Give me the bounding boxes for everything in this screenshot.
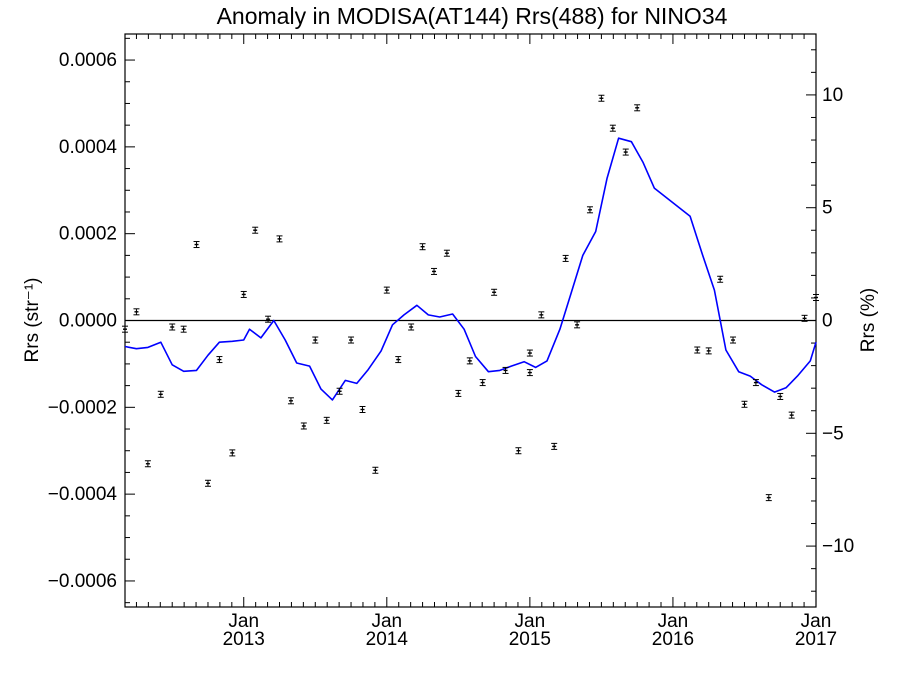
data-point bbox=[752, 379, 759, 387]
data-point bbox=[133, 308, 140, 316]
data-point bbox=[694, 346, 701, 354]
data-point bbox=[144, 460, 151, 468]
x-tick-label-year: 2013 bbox=[223, 629, 265, 650]
data-point bbox=[538, 311, 545, 319]
data-point bbox=[204, 479, 211, 487]
x-tick-label-month: Jan bbox=[228, 611, 259, 632]
data-point bbox=[491, 288, 498, 296]
data-point bbox=[586, 206, 593, 214]
y-left-tick-label: 0.0006 bbox=[59, 50, 117, 71]
data-point bbox=[300, 422, 307, 430]
series-points-layer bbox=[122, 94, 819, 502]
data-point bbox=[598, 94, 605, 102]
data-point bbox=[169, 323, 176, 331]
data-point bbox=[741, 400, 748, 408]
data-point bbox=[229, 449, 236, 457]
data-point bbox=[240, 290, 247, 298]
data-point bbox=[287, 397, 294, 405]
data-point bbox=[634, 104, 641, 112]
data-point bbox=[801, 314, 808, 322]
y-left-tick-label: −0.0004 bbox=[48, 484, 118, 505]
data-point bbox=[788, 411, 795, 419]
data-point bbox=[312, 336, 319, 344]
y-right-tick-label: −10 bbox=[822, 536, 854, 557]
data-point bbox=[813, 293, 819, 301]
x-tick-label-year: 2016 bbox=[652, 629, 694, 650]
chart-title: Anomaly in MODISA(AT144) Rrs(488) for NI… bbox=[217, 3, 728, 29]
y-left-tick-label: 0.0000 bbox=[59, 311, 117, 332]
y-left-tick-label: −0.0002 bbox=[48, 397, 117, 418]
data-point bbox=[276, 235, 283, 243]
data-point bbox=[562, 254, 569, 262]
x-tick-label-month: Jan bbox=[801, 611, 832, 632]
y-right-tick-label: −5 bbox=[822, 423, 844, 444]
data-point bbox=[431, 267, 438, 275]
series-line-layer bbox=[124, 137, 817, 401]
data-point bbox=[455, 389, 462, 397]
x-tick-label-month: Jan bbox=[658, 611, 689, 632]
data-point bbox=[252, 226, 259, 234]
x-tick-label-year: 2017 bbox=[795, 629, 837, 650]
data-point bbox=[359, 405, 366, 413]
data-point bbox=[526, 369, 533, 377]
x-tick-label-year: 2015 bbox=[509, 629, 551, 650]
data-point bbox=[730, 336, 737, 344]
y-axis-label-left: Rrs (str⁻¹) bbox=[22, 278, 43, 363]
data-point bbox=[193, 241, 200, 249]
data-point bbox=[348, 336, 355, 344]
data-point bbox=[443, 249, 450, 257]
data-point bbox=[777, 392, 784, 400]
data-point bbox=[466, 357, 473, 365]
axes: 0.0006 0.0004 0.0002 0.0000 −0.0002 −0.0004 −0… bbox=[48, 33, 854, 650]
data-point bbox=[551, 442, 558, 450]
data-point bbox=[122, 325, 128, 333]
blue-series-line bbox=[124, 137, 817, 401]
y-left-tick-label: 0.0004 bbox=[59, 137, 118, 158]
y-left-tick-label: −0.0006 bbox=[48, 571, 117, 592]
data-point bbox=[515, 447, 522, 455]
data-point bbox=[705, 347, 712, 355]
data-point bbox=[526, 349, 533, 357]
data-point bbox=[479, 379, 486, 387]
data-point bbox=[502, 366, 509, 374]
data-point bbox=[622, 148, 629, 156]
data-point bbox=[408, 323, 415, 331]
data-point bbox=[395, 356, 402, 364]
data-point bbox=[574, 321, 581, 329]
y-left-tick-label: 0.0002 bbox=[59, 224, 117, 245]
x-tick-label-month: Jan bbox=[515, 611, 546, 632]
data-point bbox=[419, 243, 426, 251]
data-point bbox=[323, 416, 330, 424]
data-point bbox=[609, 124, 616, 132]
data-point bbox=[216, 356, 223, 364]
data-point bbox=[157, 390, 164, 398]
y-right-tick-label: 0 bbox=[822, 311, 833, 332]
data-point bbox=[336, 387, 343, 395]
y-right-tick-label: 5 bbox=[822, 198, 833, 219]
data-point bbox=[180, 325, 187, 333]
y-axis-label-right: Rrs (%) bbox=[858, 288, 879, 352]
data-point bbox=[383, 286, 390, 294]
data-point bbox=[372, 466, 379, 474]
data-point bbox=[265, 315, 272, 323]
data-point bbox=[717, 275, 724, 283]
x-tick-label-year: 2014 bbox=[366, 629, 409, 650]
y-right-tick-label: 10 bbox=[822, 85, 843, 106]
data-point bbox=[765, 494, 772, 502]
x-tick-label-month: Jan bbox=[371, 611, 402, 632]
